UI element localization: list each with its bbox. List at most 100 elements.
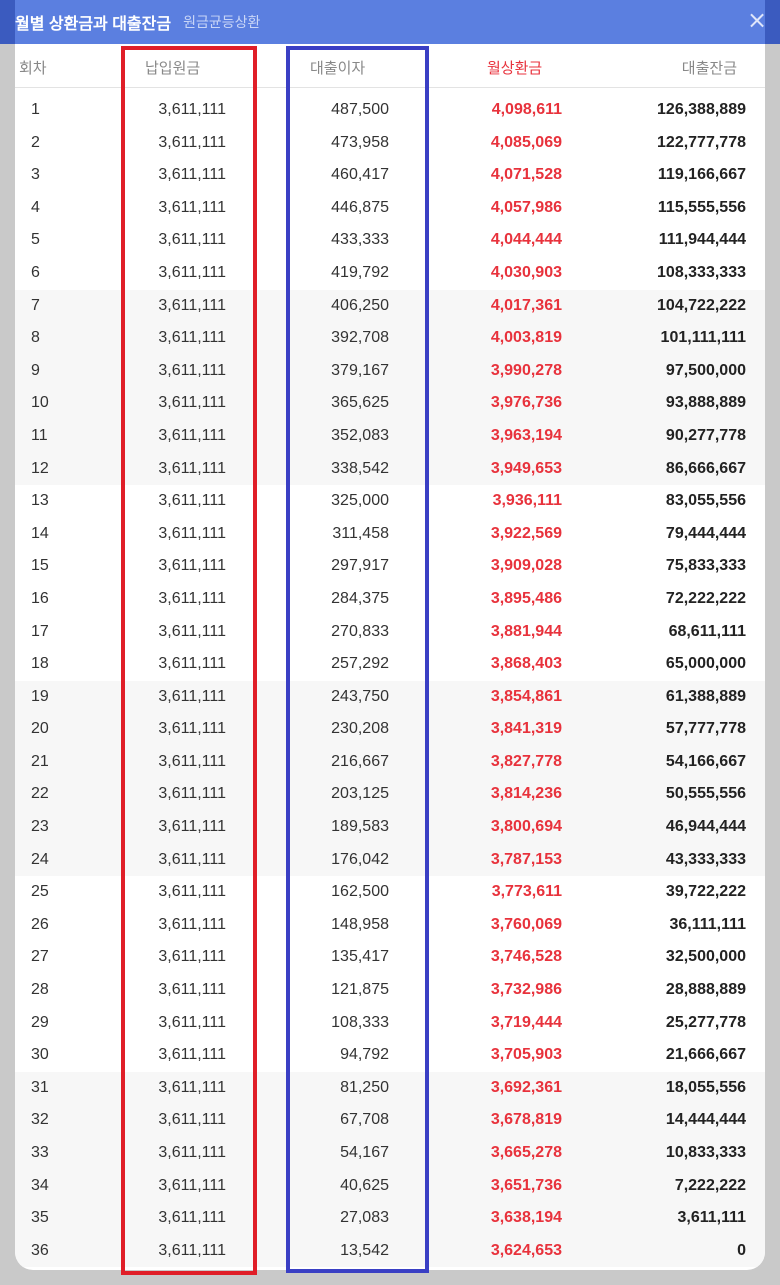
cell-installment: 8 bbox=[31, 329, 40, 347]
cell-monthly-payment: 3,746,528 bbox=[490, 948, 562, 966]
cell-installment: 9 bbox=[31, 361, 40, 379]
cell-monthly-payment: 3,719,444 bbox=[490, 1013, 562, 1031]
cell-monthly-payment: 4,098,611 bbox=[491, 101, 562, 118]
cell-loan-balance: 14,444,444 bbox=[665, 1111, 746, 1129]
table-row: 4 3,611,111 446,875 4,057,986 115,555,556 bbox=[15, 192, 765, 225]
cell-interest: 352,083 bbox=[331, 426, 389, 444]
cell-interest: 203,125 bbox=[331, 785, 389, 803]
cell-monthly-payment: 3,976,736 bbox=[490, 394, 562, 412]
cell-monthly-payment: 4,085,069 bbox=[490, 133, 562, 151]
cell-principal: 3,611,111 bbox=[158, 1013, 226, 1031]
cell-installment: 31 bbox=[31, 1078, 49, 1096]
cell-principal: 3,611,111 bbox=[158, 198, 226, 216]
table-row: 22 3,611,111 203,125 3,814,236 50,555,556 bbox=[15, 778, 765, 812]
cell-interest: 487,500 bbox=[331, 101, 389, 118]
cell-monthly-payment: 3,895,486 bbox=[490, 589, 562, 607]
table-row: 24 3,611,111 176,042 3,787,153 43,333,333 bbox=[15, 843, 765, 877]
cell-installment: 12 bbox=[31, 459, 49, 477]
cell-interest: 365,625 bbox=[331, 394, 389, 412]
table-row: 10 3,611,111 365,625 3,976,736 93,888,889 bbox=[15, 387, 765, 420]
cell-loan-balance: 108,333,333 bbox=[657, 263, 746, 281]
cell-loan-balance: 32,500,000 bbox=[665, 948, 746, 966]
cell-principal: 3,611,111 bbox=[158, 361, 226, 379]
cell-monthly-payment: 4,044,444 bbox=[490, 231, 562, 249]
cell-interest: 176,042 bbox=[331, 850, 389, 868]
cell-installment: 28 bbox=[31, 981, 49, 999]
cell-monthly-payment: 3,665,278 bbox=[490, 1144, 562, 1161]
cell-principal: 3,611,111 bbox=[158, 557, 226, 575]
cell-installment: 3 bbox=[31, 166, 40, 184]
cell-principal: 3,611,111 bbox=[158, 752, 226, 770]
cell-monthly-payment: 3,827,778 bbox=[490, 752, 562, 770]
cell-loan-balance: 83,055,556 bbox=[665, 492, 746, 510]
cell-interest: 189,583 bbox=[331, 818, 389, 836]
cell-loan-balance: 90,277,778 bbox=[665, 426, 746, 444]
table-row: 15 3,611,111 297,917 3,909,028 75,833,333 bbox=[15, 550, 765, 583]
cell-installment: 2 bbox=[31, 133, 40, 151]
cell-interest: 419,792 bbox=[331, 263, 389, 281]
cell-interest: 148,958 bbox=[331, 915, 389, 933]
cell-installment: 20 bbox=[31, 720, 49, 738]
cell-principal: 3,611,111 bbox=[158, 915, 226, 933]
table-row: 8 3,611,111 392,708 4,003,819 101,111,111 bbox=[15, 322, 765, 355]
table-row: 11 3,611,111 352,083 3,963,194 90,277,778 bbox=[15, 419, 765, 453]
modal-title: 월별 상환금과 대출잔금 bbox=[15, 16, 172, 33]
cell-monthly-payment: 4,003,819 bbox=[490, 329, 562, 347]
cell-interest: 230,208 bbox=[331, 720, 389, 738]
cell-principal: 3,611,111 bbox=[158, 459, 226, 477]
cell-interest: 446,875 bbox=[331, 198, 389, 216]
cell-interest: 135,417 bbox=[331, 948, 389, 966]
cell-monthly-payment: 3,963,194 bbox=[490, 426, 562, 444]
cell-loan-balance: 101,111,111 bbox=[660, 329, 746, 347]
table-row: 14 3,611,111 311,458 3,922,569 79,444,444 bbox=[15, 518, 765, 551]
close-icon[interactable]: × bbox=[746, 6, 765, 34]
table-row: 30 3,611,111 94,792 3,705,903 21,666,667 bbox=[15, 1039, 765, 1072]
table-row: 19 3,611,111 243,750 3,854,861 61,388,889 bbox=[15, 680, 765, 714]
table-row: 1 3,611,111 487,500 4,098,611 126,388,889 bbox=[15, 94, 765, 127]
cell-principal: 3,611,111 bbox=[158, 1209, 226, 1227]
modal-header: 월별 상환금과 대출잔금 원금균등상환 × bbox=[15, 0, 765, 44]
cell-loan-balance: 65,000,000 bbox=[665, 655, 746, 673]
cell-loan-balance: 111,944,444 bbox=[658, 231, 746, 249]
cell-principal: 3,611,111 bbox=[158, 263, 226, 281]
cell-monthly-payment: 4,030,903 bbox=[490, 263, 562, 281]
cell-interest: 473,958 bbox=[331, 133, 389, 151]
cell-monthly-payment: 3,651,736 bbox=[490, 1176, 562, 1194]
cell-interest: 338,542 bbox=[331, 459, 389, 477]
cell-principal: 3,611,111 bbox=[158, 589, 226, 607]
cell-interest: 54,167 bbox=[340, 1144, 389, 1161]
cell-installment: 35 bbox=[31, 1209, 49, 1227]
cell-installment: 26 bbox=[31, 915, 49, 933]
table-row: 27 3,611,111 135,417 3,746,528 32,500,000 bbox=[15, 941, 765, 974]
cell-installment: 23 bbox=[31, 818, 49, 836]
cell-interest: 40,625 bbox=[340, 1176, 389, 1194]
table-row: 21 3,611,111 216,667 3,827,778 54,166,667 bbox=[15, 745, 765, 779]
repayment-schedule-modal: 월별 상환금과 대출잔금 원금균등상환 × 회차 납입원금 대출이자 월상환금 … bbox=[15, 0, 765, 1270]
header-principal: 납입원금 bbox=[145, 60, 201, 77]
cell-installment: 30 bbox=[31, 1046, 49, 1064]
cell-installment: 13 bbox=[31, 492, 49, 510]
table-row: 20 3,611,111 230,208 3,841,319 57,777,778 bbox=[15, 713, 765, 746]
cell-monthly-payment: 3,949,653 bbox=[490, 459, 562, 477]
cell-monthly-payment: 3,868,403 bbox=[490, 655, 562, 673]
cell-principal: 3,611,111 bbox=[158, 1144, 226, 1161]
cell-monthly-payment: 3,800,694 bbox=[490, 818, 562, 836]
cell-installment: 7 bbox=[31, 296, 40, 314]
cell-loan-balance: 50,555,556 bbox=[665, 785, 746, 803]
table-row: 7 3,611,111 406,250 4,017,361 104,722,222 bbox=[15, 289, 765, 323]
table-row: 6 3,611,111 419,792 4,030,903 108,333,333 bbox=[15, 257, 765, 290]
cell-installment: 19 bbox=[31, 687, 49, 705]
cell-principal: 3,611,111 bbox=[158, 166, 226, 184]
cell-monthly-payment: 3,678,819 bbox=[490, 1111, 562, 1129]
cell-interest: 406,250 bbox=[331, 296, 389, 314]
cell-principal: 3,611,111 bbox=[158, 981, 226, 999]
cell-installment: 29 bbox=[31, 1013, 49, 1031]
header-monthly-payment: 월상환금 bbox=[487, 60, 543, 77]
table-row: 28 3,611,111 121,875 3,732,986 28,888,889 bbox=[15, 974, 765, 1007]
cell-interest: 325,000 bbox=[331, 492, 389, 510]
cell-loan-balance: 93,888,889 bbox=[665, 394, 746, 412]
table-row: 9 3,611,111 379,167 3,990,278 97,500,000 bbox=[15, 354, 765, 388]
table-row: 33 3,611,111 54,167 3,665,278 10,833,333 bbox=[15, 1137, 765, 1170]
cell-interest: 13,542 bbox=[340, 1241, 389, 1259]
table-row: 18 3,611,111 257,292 3,868,403 65,000,000 bbox=[15, 648, 765, 681]
